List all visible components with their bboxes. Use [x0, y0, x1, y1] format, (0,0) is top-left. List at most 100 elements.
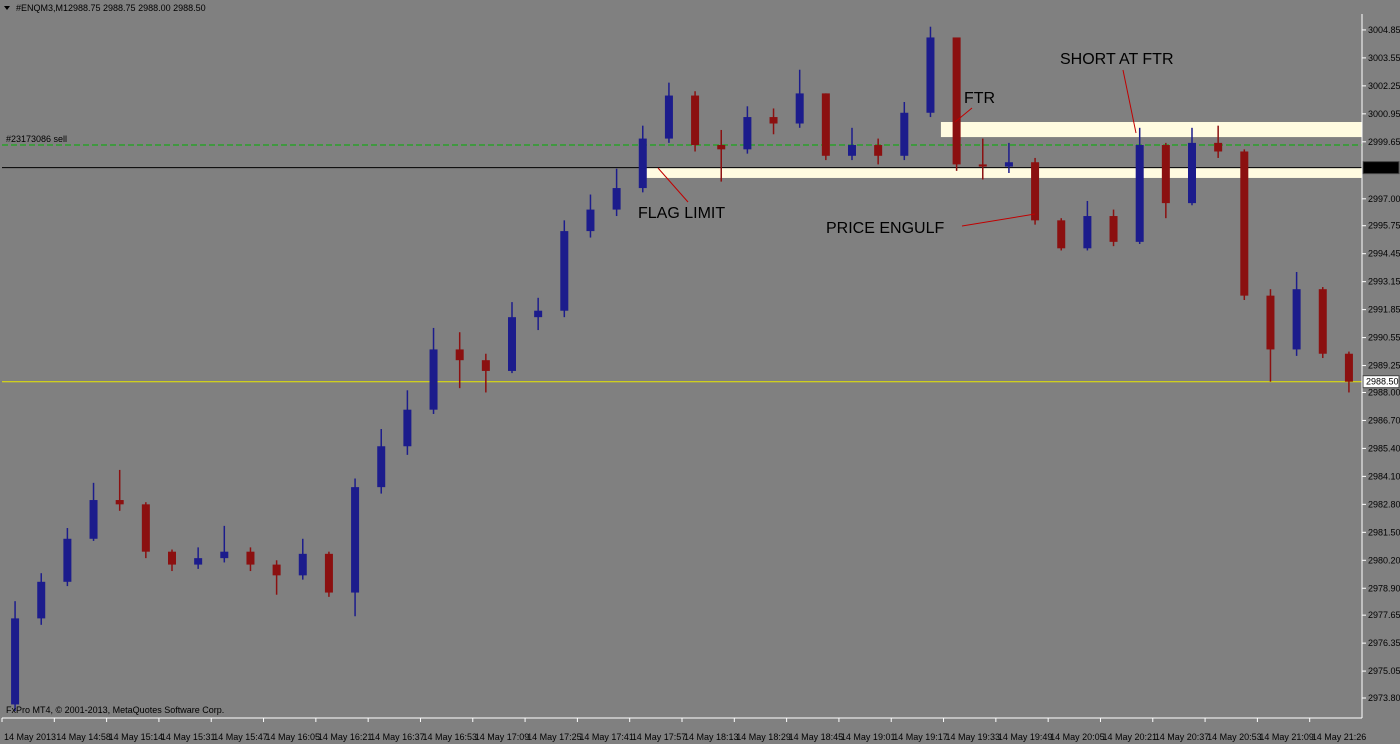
y-tick-label: 3002.25: [1368, 81, 1400, 91]
x-tick-label: 14 May 19:49: [998, 732, 1053, 742]
candle-body: [926, 37, 935, 113]
x-tick-label: 14 May 20:37: [1155, 732, 1210, 742]
x-tick-label: 14 May 21:26: [1312, 732, 1367, 742]
candle-body: [1292, 289, 1301, 350]
x-tick-label: 14 May 14:58: [56, 732, 111, 742]
candle-body: [508, 317, 516, 371]
candle-body: [900, 112, 909, 156]
y-tick-label: 2976.35: [1368, 638, 1400, 648]
candle-body: [874, 145, 883, 156]
candle-body: [1214, 142, 1223, 152]
candle-body: [534, 310, 543, 318]
candle-body: [821, 93, 830, 156]
y-tick-label: 2990.55: [1368, 333, 1400, 343]
candle-body: [351, 487, 360, 593]
annotation: FTR: [964, 90, 995, 107]
candle-body: [978, 164, 987, 167]
candle-body: [481, 360, 490, 371]
price-level-box: [1362, 375, 1400, 389]
candle-body: [1318, 289, 1327, 354]
menu-arrow[interactable]: [4, 6, 10, 10]
candle-body: [220, 551, 229, 559]
y-tick-label: 2989.25: [1368, 361, 1400, 371]
candle-body: [612, 188, 621, 210]
x-tick-label: 14 May 18:29: [736, 732, 791, 742]
x-tick-label: 14 May 19:33: [946, 732, 1001, 742]
candle-body: [769, 117, 778, 124]
x-tick-label: 14 May 16:53: [422, 732, 477, 742]
candle-body: [1240, 151, 1249, 296]
candle-body: [168, 551, 176, 565]
candle-body: [1135, 145, 1144, 242]
candle-body: [1057, 220, 1066, 249]
x-tick-label: 14 May 15:14: [109, 732, 164, 742]
x-tick-label: 14 May 16:37: [370, 732, 425, 742]
x-tick-label: 14 May 18:45: [789, 732, 844, 742]
candle-body: [1188, 142, 1196, 204]
x-tick-label: 14 May 20:05: [1050, 732, 1105, 742]
x-tick-label: 14 May 21:09: [1259, 732, 1314, 742]
x-tick-label: 14 May 15:47: [213, 732, 268, 742]
candle-body: [246, 551, 255, 565]
annotation: SHORT AT FTR: [1060, 51, 1174, 68]
annotation-arrow: [954, 107, 973, 123]
x-tick-label: 14 May 20:21: [1102, 732, 1157, 742]
candle-body: [743, 117, 752, 150]
candle-body: [1083, 216, 1092, 249]
candle-body: [37, 581, 46, 619]
candle-body: [1266, 295, 1275, 350]
y-tick-label: 2991.85: [1368, 305, 1400, 315]
y-tick-label: 3000.95: [1368, 109, 1400, 119]
y-tick-label: 2988.00: [1368, 387, 1400, 397]
candle-body: [11, 618, 20, 705]
zone: [642, 168, 1362, 178]
candle-body: [664, 95, 673, 139]
annotation-arrow: [657, 167, 689, 203]
candle-body: [795, 93, 804, 124]
x-tick-label: 14 May 16:05: [266, 732, 321, 742]
annotation-arrow: [1122, 69, 1137, 134]
x-tick-label: 14 May 15:31: [161, 732, 216, 742]
x-tick-label: 14 May 16:21: [318, 732, 373, 742]
annotation: FLAG LIMIT: [638, 205, 725, 222]
y-tick-label: 2984.10: [1368, 471, 1400, 481]
quote: 2988.75 2988.75 2988.00 2988.50: [68, 3, 206, 13]
candle-body: [848, 145, 856, 156]
candle-body: [1109, 216, 1118, 242]
y-tick-label: 2980.20: [1368, 555, 1400, 565]
order-label: #23173086 sell: [6, 134, 67, 144]
x-tick-label: 14 May 19:01: [841, 732, 896, 742]
y-tick-label: 2993.15: [1368, 277, 1400, 287]
y-tick-label: 3003.55: [1368, 53, 1400, 63]
zone: [940, 122, 1362, 138]
x-tick-label: 14 May 17:57: [632, 732, 687, 742]
x-tick-label: 14 May 17:41: [579, 732, 634, 742]
candle-body: [1004, 162, 1013, 167]
x-tick-label: 14 May 17:09: [475, 732, 530, 742]
copyright: FxPro MT4, © 2001-2013, MetaQuotes Softw…: [6, 705, 224, 715]
candle-body: [1031, 162, 1040, 221]
candle-body: [63, 538, 72, 582]
y-tick-label: 2994.45: [1368, 249, 1400, 259]
y-tick-label: 2981.50: [1368, 527, 1400, 537]
candle-body: [560, 231, 569, 311]
y-tick-label: 2978.90: [1368, 583, 1400, 593]
candle-body: [115, 500, 124, 505]
candle-body: [952, 37, 961, 165]
candle-body: [1161, 145, 1170, 204]
candle-body: [691, 95, 700, 146]
y-tick-label: 2995.75: [1368, 221, 1400, 231]
y-tick-label: 3004.85: [1368, 25, 1400, 35]
y-tick-label: 2973.80: [1368, 693, 1400, 703]
x-tick-label: 14 May 2013: [4, 732, 56, 742]
candle-body: [141, 504, 150, 552]
y-tick-label: 2985.40: [1368, 443, 1400, 453]
price-level-label: 2988.50: [1366, 377, 1399, 387]
annotation-arrow: [961, 213, 1036, 227]
y-tick-label: 2999.65: [1368, 137, 1400, 147]
price-level-box: [1362, 161, 1400, 175]
x-tick-label: 14 May 20:53: [1207, 732, 1262, 742]
annotation: PRICE ENGULF: [826, 220, 944, 237]
candle-body: [272, 564, 281, 576]
